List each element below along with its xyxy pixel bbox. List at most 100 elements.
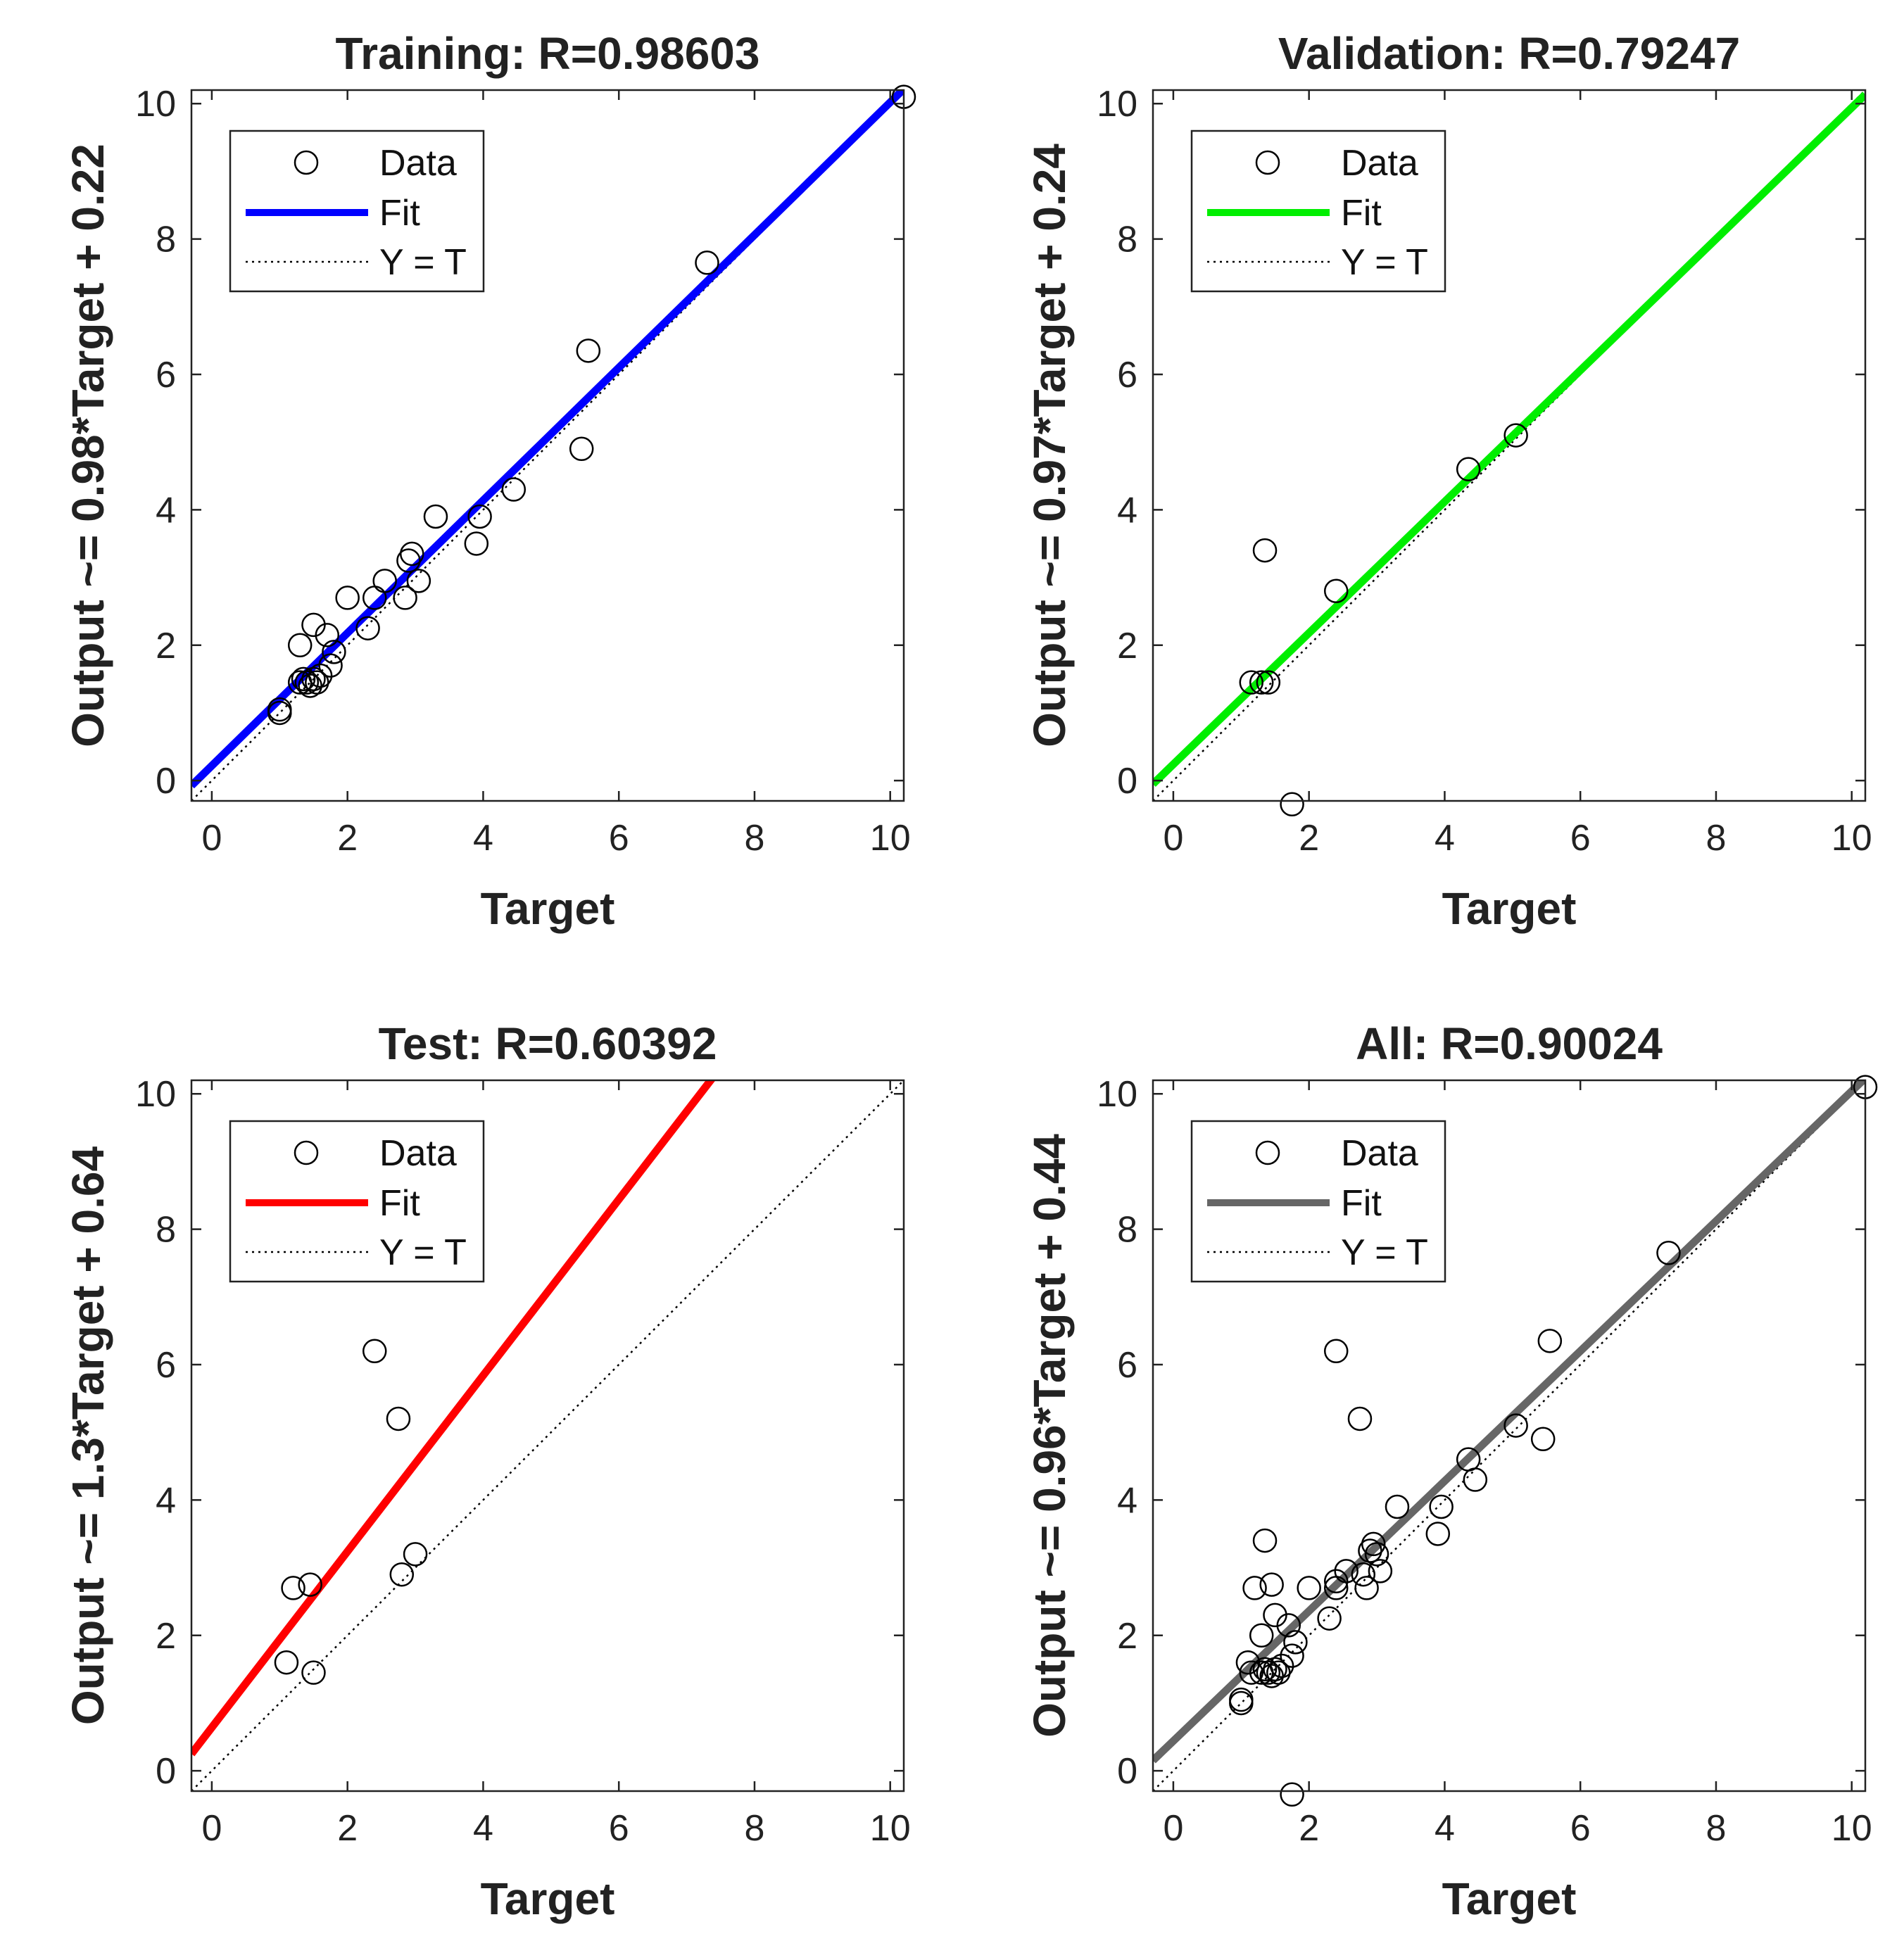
x-tick-label: 4 xyxy=(1435,1808,1455,1849)
y-tick-label: 6 xyxy=(1117,355,1137,396)
data-point xyxy=(695,251,719,275)
data-point xyxy=(1323,1569,1349,1594)
x-tick-label: 10 xyxy=(1832,818,1872,859)
data-point xyxy=(1280,1782,1304,1807)
x-tick-label: 2 xyxy=(1299,818,1319,859)
legend-data-label: Data xyxy=(1341,1133,1418,1174)
data-point xyxy=(1252,1657,1278,1682)
data-point xyxy=(1280,1643,1304,1668)
x-axis-label: Target xyxy=(481,1873,615,1924)
data-point xyxy=(305,670,329,695)
y-tick-label: 4 xyxy=(1117,490,1137,531)
data-point xyxy=(1249,1623,1274,1648)
y-tick-label: 4 xyxy=(1117,1480,1137,1521)
x-tick-label: 8 xyxy=(1706,818,1727,859)
chart-panel-1: 0 2 4 6 8 10 0 2 4 6 8 10 Validation: R=0.79247 Targe… xyxy=(1024,28,1872,934)
legend: Data Fit Y = T xyxy=(1190,1120,1446,1283)
data-point xyxy=(389,1562,415,1587)
data-point xyxy=(403,1542,428,1567)
data-point xyxy=(1656,1241,1681,1265)
data-point xyxy=(281,1576,305,1600)
x-tick-label: 10 xyxy=(870,818,911,859)
data-point xyxy=(576,339,601,363)
data-point xyxy=(291,666,316,692)
axes-box xyxy=(190,1079,905,1793)
data-point xyxy=(1503,423,1528,448)
x-tick-label: 0 xyxy=(1163,818,1183,859)
chart-title: All: R=0.90024 xyxy=(1356,1018,1663,1069)
x-tick-label: 6 xyxy=(1570,1808,1591,1849)
data-point xyxy=(1252,1528,1278,1553)
y-tick-label: 10 xyxy=(135,1074,176,1115)
legend-data-marker xyxy=(294,1140,319,1165)
data-point xyxy=(386,1406,411,1431)
data-point xyxy=(362,1339,387,1364)
legend-data-label: Data xyxy=(379,1133,457,1174)
x-tick-label: 4 xyxy=(1435,818,1455,859)
data-point xyxy=(1351,1562,1376,1587)
data-point xyxy=(423,504,448,529)
data-point xyxy=(267,700,292,726)
data-point xyxy=(1537,1329,1563,1353)
data-point xyxy=(406,569,431,593)
x-tick-label: 0 xyxy=(1163,1808,1183,1849)
data-point xyxy=(1347,1406,1373,1431)
x-tick-label: 6 xyxy=(609,1808,629,1849)
y-tick-label: 10 xyxy=(1097,1074,1137,1115)
x-tick-label: 0 xyxy=(201,1808,222,1849)
legend-identity-label: Y = T xyxy=(379,1232,467,1273)
data-point xyxy=(1385,1494,1410,1519)
x-tick-label: 8 xyxy=(745,818,765,859)
data-point xyxy=(1530,1427,1556,1452)
legend: Data Fit Y = T xyxy=(229,1120,485,1283)
y-axis-label: Output ~= 0.98*Target + 0.22 xyxy=(63,144,113,747)
data-point xyxy=(298,1572,322,1597)
data-point xyxy=(1334,1559,1358,1583)
y-tick-label: 0 xyxy=(1117,1751,1137,1792)
data-point xyxy=(1364,1542,1389,1567)
x-tick-label: 8 xyxy=(745,1808,765,1849)
y-tick-label: 8 xyxy=(156,220,176,260)
data-point xyxy=(287,633,313,658)
data-point xyxy=(1429,1494,1454,1519)
data-point xyxy=(1368,1559,1393,1583)
legend-fit-label: Fit xyxy=(1341,1183,1382,1224)
legend: Data Fit Y = T xyxy=(229,129,485,293)
x-tick-label: 0 xyxy=(201,818,222,859)
y-tick-label: 2 xyxy=(1117,626,1137,666)
legend-data-label: Data xyxy=(379,143,457,184)
data-point xyxy=(1354,1576,1379,1600)
data-point xyxy=(1323,578,1349,604)
data-point xyxy=(501,477,527,502)
chart-panel-0: 0 2 4 6 8 10 0 2 4 6 8 10 Training: R=0.98603 Target O… xyxy=(63,28,916,934)
y-tick-label: 2 xyxy=(1117,1616,1137,1657)
chart-panel-3: 0 2 4 6 8 10 0 2 4 6 8 10 All: R=0.90024 Target Output… xyxy=(1024,1018,1878,1924)
data-point xyxy=(399,541,424,567)
x-tick-label: 10 xyxy=(870,1808,911,1849)
y-tick-label: 4 xyxy=(156,1480,176,1521)
data-point xyxy=(467,504,492,529)
fit-line xyxy=(191,1080,716,1757)
legend-data-marker xyxy=(1255,150,1280,175)
data-point xyxy=(1463,1467,1488,1492)
x-tick-label: 8 xyxy=(1706,1808,1727,1849)
legend-identity-label: Y = T xyxy=(1341,1232,1428,1273)
x-tick-label: 4 xyxy=(473,1808,493,1849)
y-tick-label: 6 xyxy=(156,1345,176,1386)
data-point xyxy=(274,1650,299,1675)
y-axis-label: Output ~= 1.3*Target + 0.64 xyxy=(63,1146,113,1725)
axes-box xyxy=(190,89,905,802)
data-point xyxy=(322,640,346,664)
data-point xyxy=(1317,1606,1342,1631)
x-tick-label: 4 xyxy=(473,818,493,859)
y-tick-label: 0 xyxy=(1117,761,1137,802)
data-point xyxy=(308,663,333,688)
x-tick-label: 2 xyxy=(337,1808,358,1849)
legend-data-marker xyxy=(1255,1140,1280,1165)
axes-box xyxy=(1152,89,1867,802)
data-point xyxy=(301,1660,326,1685)
x-axis-label: Target xyxy=(1442,883,1577,934)
data-point xyxy=(1503,1413,1528,1438)
data-point xyxy=(1269,1653,1294,1678)
data-point xyxy=(1249,670,1274,695)
